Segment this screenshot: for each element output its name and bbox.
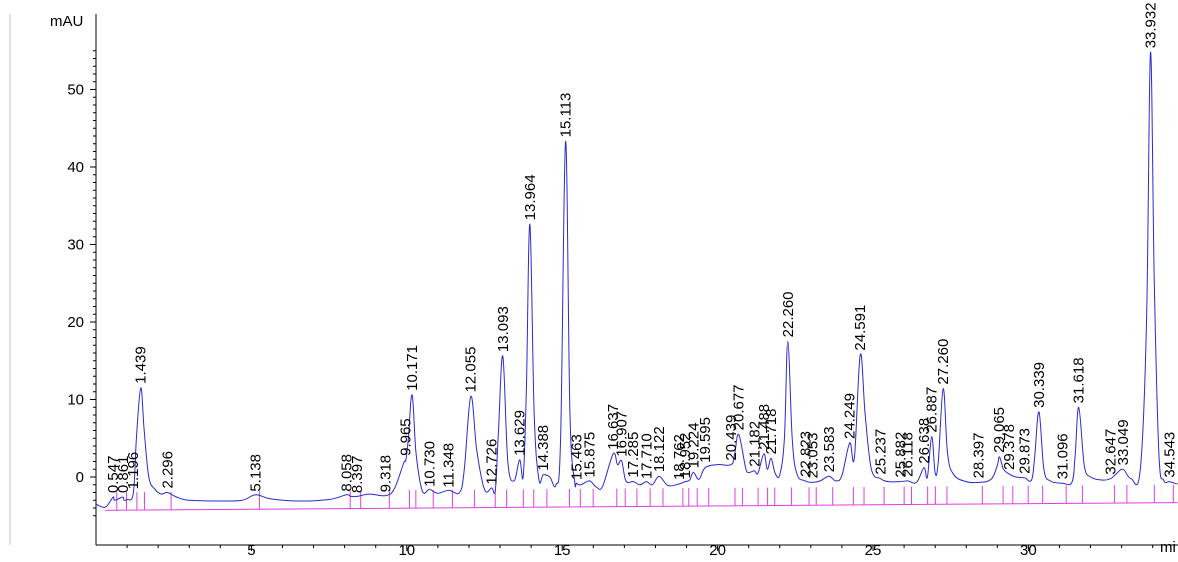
peak-label: 15.113 (558, 93, 575, 138)
x-ticks: 5 10 15 20 25 30 (126, 542, 1154, 559)
peak-label: 11.348 (441, 443, 458, 488)
peak-label: 20.677 (731, 384, 748, 430)
peak-label: 22.260 (780, 291, 797, 337)
peak-label: 29.873 (1016, 428, 1033, 474)
peak-label: 26.638 (916, 418, 933, 464)
baseline-line (105, 502, 1178, 511)
peak-label: 2.296 (159, 451, 176, 489)
peak-label: 12.055 (463, 347, 480, 393)
x-unit-label: mi (1160, 539, 1176, 556)
peak-label: 24.249 (842, 393, 859, 439)
peak-label: 15.463 (569, 434, 586, 480)
peak-label: 9.965 (398, 418, 415, 456)
peak-label: 9.318 (378, 455, 395, 493)
peak-label: 13.964 (522, 174, 539, 220)
x-tick-label: 20 (709, 542, 726, 559)
x-tick-label: 15 (554, 542, 571, 559)
peak-label: 20.439 (723, 415, 740, 461)
peak-label: 29.378 (1001, 424, 1018, 470)
peak-label: 27.260 (935, 339, 952, 385)
peak-label: 16.637 (605, 404, 622, 450)
y-tick-label: 20 (67, 314, 84, 331)
peak-label: 26.887 (924, 387, 941, 433)
peak-label: 31.618 (1071, 357, 1088, 403)
peak-label: 10.730 (422, 441, 439, 487)
peak-label: 32.647 (1103, 429, 1120, 475)
peak-label: 21.718 (763, 409, 780, 455)
peak-label: 26.118 (900, 432, 917, 477)
peak-label: 5.138 (248, 454, 265, 492)
peak-label: 34.543 (1162, 432, 1178, 478)
y-tick-label: 10 (67, 392, 84, 409)
peak-label: 19.595 (697, 417, 714, 463)
peak-label: 30.339 (1031, 362, 1048, 408)
y-tick-label: 0 (76, 469, 84, 486)
y-tick-label: 50 (67, 82, 84, 99)
peak-label: 23.053 (805, 433, 822, 479)
peak-label: 33.049 (1115, 419, 1132, 465)
peak-label: 17.710 (638, 433, 655, 479)
peak-label: 12.726 (484, 439, 501, 485)
peak-label: 33.932 (1143, 2, 1160, 48)
peak-label: 16.907 (614, 411, 631, 457)
x-tick-label: 5 (247, 542, 255, 559)
peak-label: 0.861 (115, 456, 132, 494)
peak-label: 1.196 (125, 452, 142, 490)
peak-label: 21.488 (756, 404, 773, 450)
trace-group (95, 51, 1178, 508)
x-tick-label: 25 (865, 542, 882, 559)
peak-label: 31.096 (1055, 433, 1072, 479)
peak-label: 29.065 (991, 407, 1008, 453)
peak-label: 21.182 (746, 421, 763, 467)
peak-label: 25.882 (892, 432, 909, 478)
peak-label: 25.237 (872, 429, 889, 475)
y-tick-label: 30 (67, 237, 84, 254)
peak-label: 13.629 (512, 410, 529, 456)
peak-label: 14.388 (535, 425, 552, 471)
chromatogram-trace (95, 51, 1178, 508)
peak-label: 18.122 (651, 426, 668, 472)
peak-label: 1.439 (133, 346, 150, 384)
integration-baseline (105, 484, 1178, 511)
peak-label: 15.875 (581, 432, 598, 478)
peak-label: 19.224 (685, 423, 702, 469)
peak-label: 22.823 (797, 431, 814, 477)
peak-label: 17.285 (625, 432, 642, 478)
x-tick-label: 30 (1020, 542, 1037, 559)
y-unit-label: mAU (50, 13, 83, 30)
peak-label: 10.171 (404, 345, 421, 391)
peak-label: 23.583 (821, 426, 838, 472)
peak-label: 24.591 (852, 305, 869, 351)
peak-label: 18.952 (677, 432, 694, 478)
y-ticks: 0 10 20 30 40 50 (67, 50, 96, 517)
peak-label: 18.762 (671, 434, 688, 480)
peak-label: 0.547 (105, 456, 122, 494)
peak-label: 8.058 (338, 454, 355, 492)
peak-label: 13.093 (495, 306, 512, 352)
y-tick-label: 40 (67, 159, 84, 176)
peak-label: 28.397 (971, 433, 988, 479)
peak-label: 8.397 (349, 456, 366, 494)
x-tick-label: 10 (398, 542, 415, 559)
